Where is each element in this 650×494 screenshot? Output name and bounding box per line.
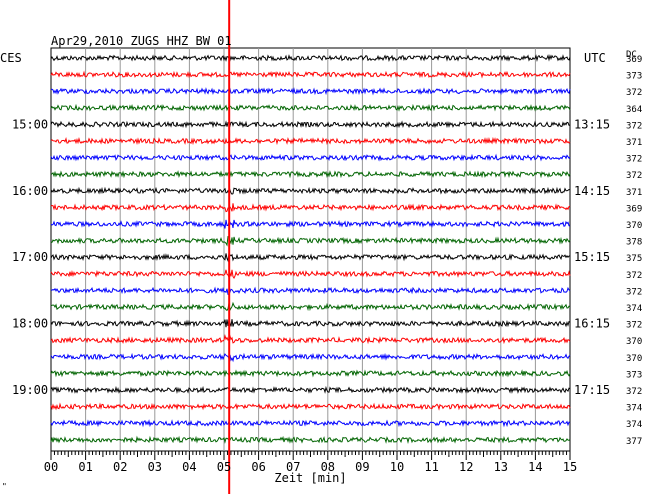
seismic-trace (50, 402, 571, 411)
seismic-trace (50, 369, 571, 378)
seismic-trace (50, 334, 571, 345)
right-timezone-label: UTC (584, 51, 606, 65)
seismic-trace (50, 252, 571, 263)
seismic-trace (50, 203, 571, 213)
dc-offset-label: 370 (626, 221, 642, 231)
x-tick-label: 10 (390, 460, 404, 474)
seismic-trace (50, 103, 571, 112)
dc-offset-label: 369 (626, 204, 642, 214)
dc-offset-label: 378 (626, 238, 642, 248)
x-tick-label: 01 (78, 460, 92, 474)
dc-offset-label: 370 (626, 354, 642, 364)
right-hour-label: 14:15 (574, 184, 610, 198)
dc-header-label: DC (626, 50, 637, 60)
left-hour-label: 17:00 (12, 250, 48, 264)
seismic-trace (50, 319, 571, 328)
plot-grid (50, 47, 571, 460)
x-tick-label: 06 (251, 460, 265, 474)
seismic-trace (50, 70, 571, 79)
x-tick-label: 08 (321, 460, 335, 474)
chart-title: Apr29,2010 ZUGS HHZ BW 01 (51, 34, 232, 48)
seismic-trace (50, 435, 571, 444)
seismic-trace (50, 419, 571, 428)
seismic-trace (50, 286, 571, 296)
seismic-trace (50, 87, 571, 96)
x-tick-label: 09 (355, 460, 369, 474)
left-hour-label: 16:00 (12, 184, 48, 198)
dc-offset-label: 372 (626, 387, 642, 397)
seismic-trace (50, 301, 571, 312)
seismic-trace (50, 236, 571, 247)
dc-offset-label: 374 (626, 404, 642, 414)
left-timezone-label: CES (0, 51, 22, 65)
left-hour-label: 18:00 (12, 317, 48, 331)
dc-offset-label: 370 (626, 337, 642, 347)
dc-offset-label: 374 (626, 420, 642, 430)
dc-offset-label: 372 (626, 155, 642, 165)
x-tick-label: 15 (563, 460, 577, 474)
left-hour-label: 19:00 (12, 383, 48, 397)
seismic-trace (50, 120, 570, 129)
seismic-trace (50, 385, 571, 395)
dc-offset-label: 374 (626, 304, 642, 314)
dc-offset-label: 371 (626, 138, 642, 148)
dc-offset-label: 377 (626, 437, 642, 447)
right-hour-label: 16:15 (574, 317, 610, 331)
dc-offset-label: 372 (626, 321, 642, 331)
x-tick-label: 11 (424, 460, 438, 474)
dc-offset-label: 372 (626, 171, 642, 181)
seismic-trace (50, 269, 571, 279)
x-axis-label: Zeit [min] (274, 471, 346, 485)
seismic-trace (50, 352, 571, 363)
seismic-trace (50, 136, 571, 146)
dc-offset-label: 372 (626, 271, 642, 281)
x-tick-label: 04 (182, 460, 196, 474)
right-hour-label: 17:15 (574, 383, 610, 397)
x-tick-label: 13 (494, 460, 508, 474)
corner-mark: " (2, 482, 7, 491)
right-hour-label: 15:15 (574, 250, 610, 264)
x-tick-label: 05 (217, 460, 231, 474)
dc-offset-label: 371 (626, 188, 642, 198)
x-tick-label: 12 (459, 460, 473, 474)
seismic-trace (50, 54, 571, 62)
dc-offset-label: 369 (626, 55, 642, 65)
x-tick-label: 14 (528, 460, 542, 474)
dc-offset-label: 372 (626, 121, 642, 131)
x-tick-label: 02 (113, 460, 127, 474)
seismic-trace (50, 170, 571, 179)
dc-offset-label: 372 (626, 287, 642, 297)
dc-offset-label: 373 (626, 72, 642, 82)
dc-offset-label: 372 (626, 88, 642, 98)
left-hour-label: 15:00 (12, 117, 48, 131)
seismic-traces (50, 0, 571, 494)
seismic-trace (50, 219, 571, 229)
seismic-trace (50, 186, 571, 195)
dc-offset-label: 375 (626, 254, 642, 264)
x-tick-label: 07 (286, 460, 300, 474)
x-tick-label: 03 (148, 460, 162, 474)
x-tick-label: 00 (44, 460, 58, 474)
seismic-trace (50, 153, 571, 162)
right-hour-label: 13:15 (574, 117, 610, 131)
dc-offset-label: 364 (626, 105, 642, 115)
dc-offset-label: 373 (626, 370, 642, 380)
chart-labels: 369 373 372 364 372 371 372 372 371 369 370 378 375 3… (0, 34, 642, 491)
